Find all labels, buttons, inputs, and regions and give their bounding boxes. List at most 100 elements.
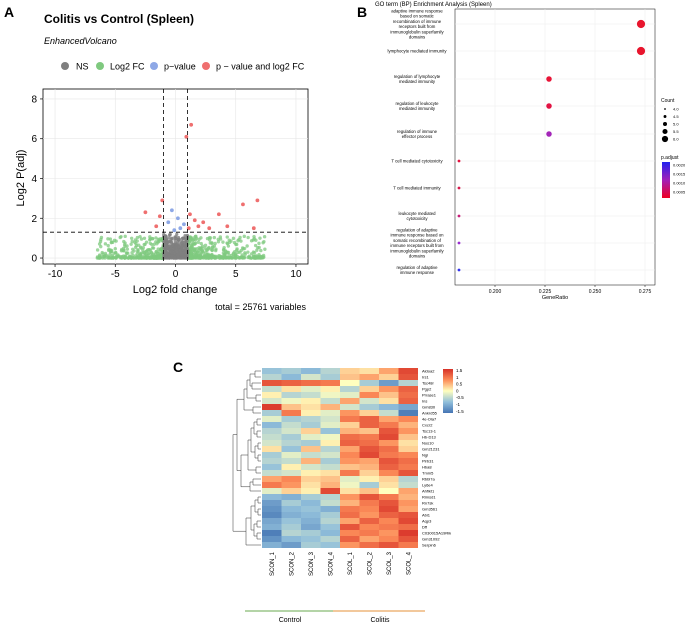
heatmap-cell bbox=[281, 512, 301, 518]
heatmap-cell bbox=[262, 392, 282, 398]
point-log2fc bbox=[138, 253, 143, 258]
heatmap-cell bbox=[340, 530, 360, 536]
point-log2fc bbox=[222, 253, 226, 257]
point-log2fc bbox=[129, 256, 133, 260]
go-color-legend: p.adjust 0.0020 0.0015 0.0010 0.0005 bbox=[661, 155, 685, 198]
point-log2fc bbox=[254, 256, 258, 260]
point-log2fc bbox=[142, 236, 147, 240]
gene-label: Ins bbox=[422, 398, 427, 403]
point-ns bbox=[168, 233, 172, 237]
point-log2fc bbox=[212, 235, 217, 240]
point-log2fc bbox=[151, 254, 156, 258]
heatmap-cell bbox=[320, 494, 340, 500]
heatmap-cell bbox=[320, 422, 340, 428]
heatmap-cell bbox=[398, 398, 418, 404]
heatmap-cell bbox=[398, 428, 418, 434]
heatmap-cell bbox=[398, 368, 418, 374]
heatmap-cell bbox=[262, 434, 282, 440]
gene-label: Nos10 bbox=[422, 440, 434, 445]
legend-swatch-pvalue-and-log2fc bbox=[202, 62, 210, 70]
point-significant bbox=[196, 224, 201, 229]
point-log2fc bbox=[257, 253, 261, 257]
heatmap-cell bbox=[340, 518, 360, 524]
point-log2fc bbox=[214, 248, 218, 253]
point-ns bbox=[183, 248, 187, 252]
point-ns bbox=[175, 232, 179, 236]
heatmap-cell bbox=[320, 536, 340, 542]
point-log2fc bbox=[221, 240, 225, 244]
point-log2fc bbox=[154, 249, 159, 254]
heatmap-cell bbox=[340, 482, 360, 488]
gene-label: Hba8 bbox=[422, 464, 432, 469]
y-tick-label: 8 bbox=[31, 94, 37, 105]
point-log2fc bbox=[253, 243, 258, 248]
point-ns bbox=[162, 240, 166, 244]
point-log2fc bbox=[225, 235, 229, 239]
point-log2fc bbox=[259, 248, 263, 253]
point-log2fc bbox=[142, 254, 147, 258]
go-dotplot: GO term (BP) Enrichment Analysis (Spleen… bbox=[375, 2, 685, 301]
heatmap-cell bbox=[262, 452, 282, 458]
gene-label: Gm3561 bbox=[422, 506, 438, 511]
heatmap-cell bbox=[359, 464, 379, 470]
color-legend-label: 0.0005 bbox=[673, 190, 685, 195]
heatmap-cell bbox=[359, 542, 379, 548]
go-x-tick-label: 0.225 bbox=[539, 289, 552, 295]
size-legend-label: 4.0 bbox=[673, 107, 679, 112]
heatmap-cell bbox=[340, 422, 360, 428]
heatmap-cell bbox=[398, 530, 418, 536]
point-log2fc bbox=[148, 237, 153, 241]
legend-swatch-ns bbox=[61, 62, 69, 70]
go-plot-area bbox=[454, 8, 656, 286]
heatmap-cell bbox=[340, 452, 360, 458]
heatmap-cell bbox=[320, 392, 340, 398]
point-log2fc bbox=[135, 235, 140, 240]
heatmap-cell bbox=[379, 464, 399, 470]
point-ns bbox=[180, 239, 184, 244]
heatmap-cell bbox=[262, 530, 282, 536]
volcano-legend: NS Log2 FC p−value p − value and log2 FC bbox=[61, 62, 305, 72]
heatmap-cell bbox=[340, 398, 360, 404]
point-significant bbox=[184, 134, 189, 139]
point-pvalue bbox=[176, 216, 180, 221]
y-tick-label: 2 bbox=[31, 214, 37, 225]
gene-label: Gm21231 bbox=[422, 446, 440, 451]
heatmap-cell bbox=[281, 398, 301, 404]
point-significant bbox=[154, 224, 159, 229]
point-ns bbox=[177, 237, 181, 241]
heatmap-cell bbox=[379, 506, 399, 512]
heatmap-cell bbox=[340, 500, 360, 506]
point-ns bbox=[170, 237, 174, 241]
heatmap-cell bbox=[262, 464, 282, 470]
point-log2fc bbox=[204, 248, 209, 252]
point-log2fc bbox=[258, 236, 262, 240]
point-ns bbox=[175, 253, 179, 257]
gene-label: Tsc13-1 bbox=[422, 428, 437, 433]
heatmap-cell bbox=[379, 422, 399, 428]
heatmap-cell bbox=[320, 458, 340, 464]
point-log2fc bbox=[134, 256, 138, 260]
gene-label: Tsc48r bbox=[422, 380, 434, 385]
go-dot bbox=[546, 103, 552, 109]
heatmap-cell bbox=[398, 434, 418, 440]
point-log2fc bbox=[125, 251, 129, 255]
go-dot bbox=[457, 214, 461, 218]
point-log2fc bbox=[157, 250, 162, 254]
heatmap-cell bbox=[340, 368, 360, 374]
heatmap-cell bbox=[262, 386, 282, 392]
heatmap-cell bbox=[359, 404, 379, 410]
size-legend-title: Count bbox=[661, 98, 675, 104]
group-annotation: Control Colitis bbox=[245, 610, 425, 624]
point-log2fc bbox=[126, 256, 131, 260]
point-ns bbox=[179, 246, 184, 251]
heatmap-cell bbox=[301, 386, 321, 392]
go-dot bbox=[636, 46, 646, 56]
point-log2fc bbox=[194, 234, 198, 239]
y-tick-label: 6 bbox=[31, 134, 37, 145]
heatmap-cell bbox=[398, 464, 418, 470]
point-log2fc bbox=[95, 256, 100, 260]
legend-label-log2fc: Log2 FC bbox=[110, 62, 145, 72]
heatmap-cell bbox=[340, 506, 360, 512]
point-log2fc bbox=[122, 249, 126, 253]
